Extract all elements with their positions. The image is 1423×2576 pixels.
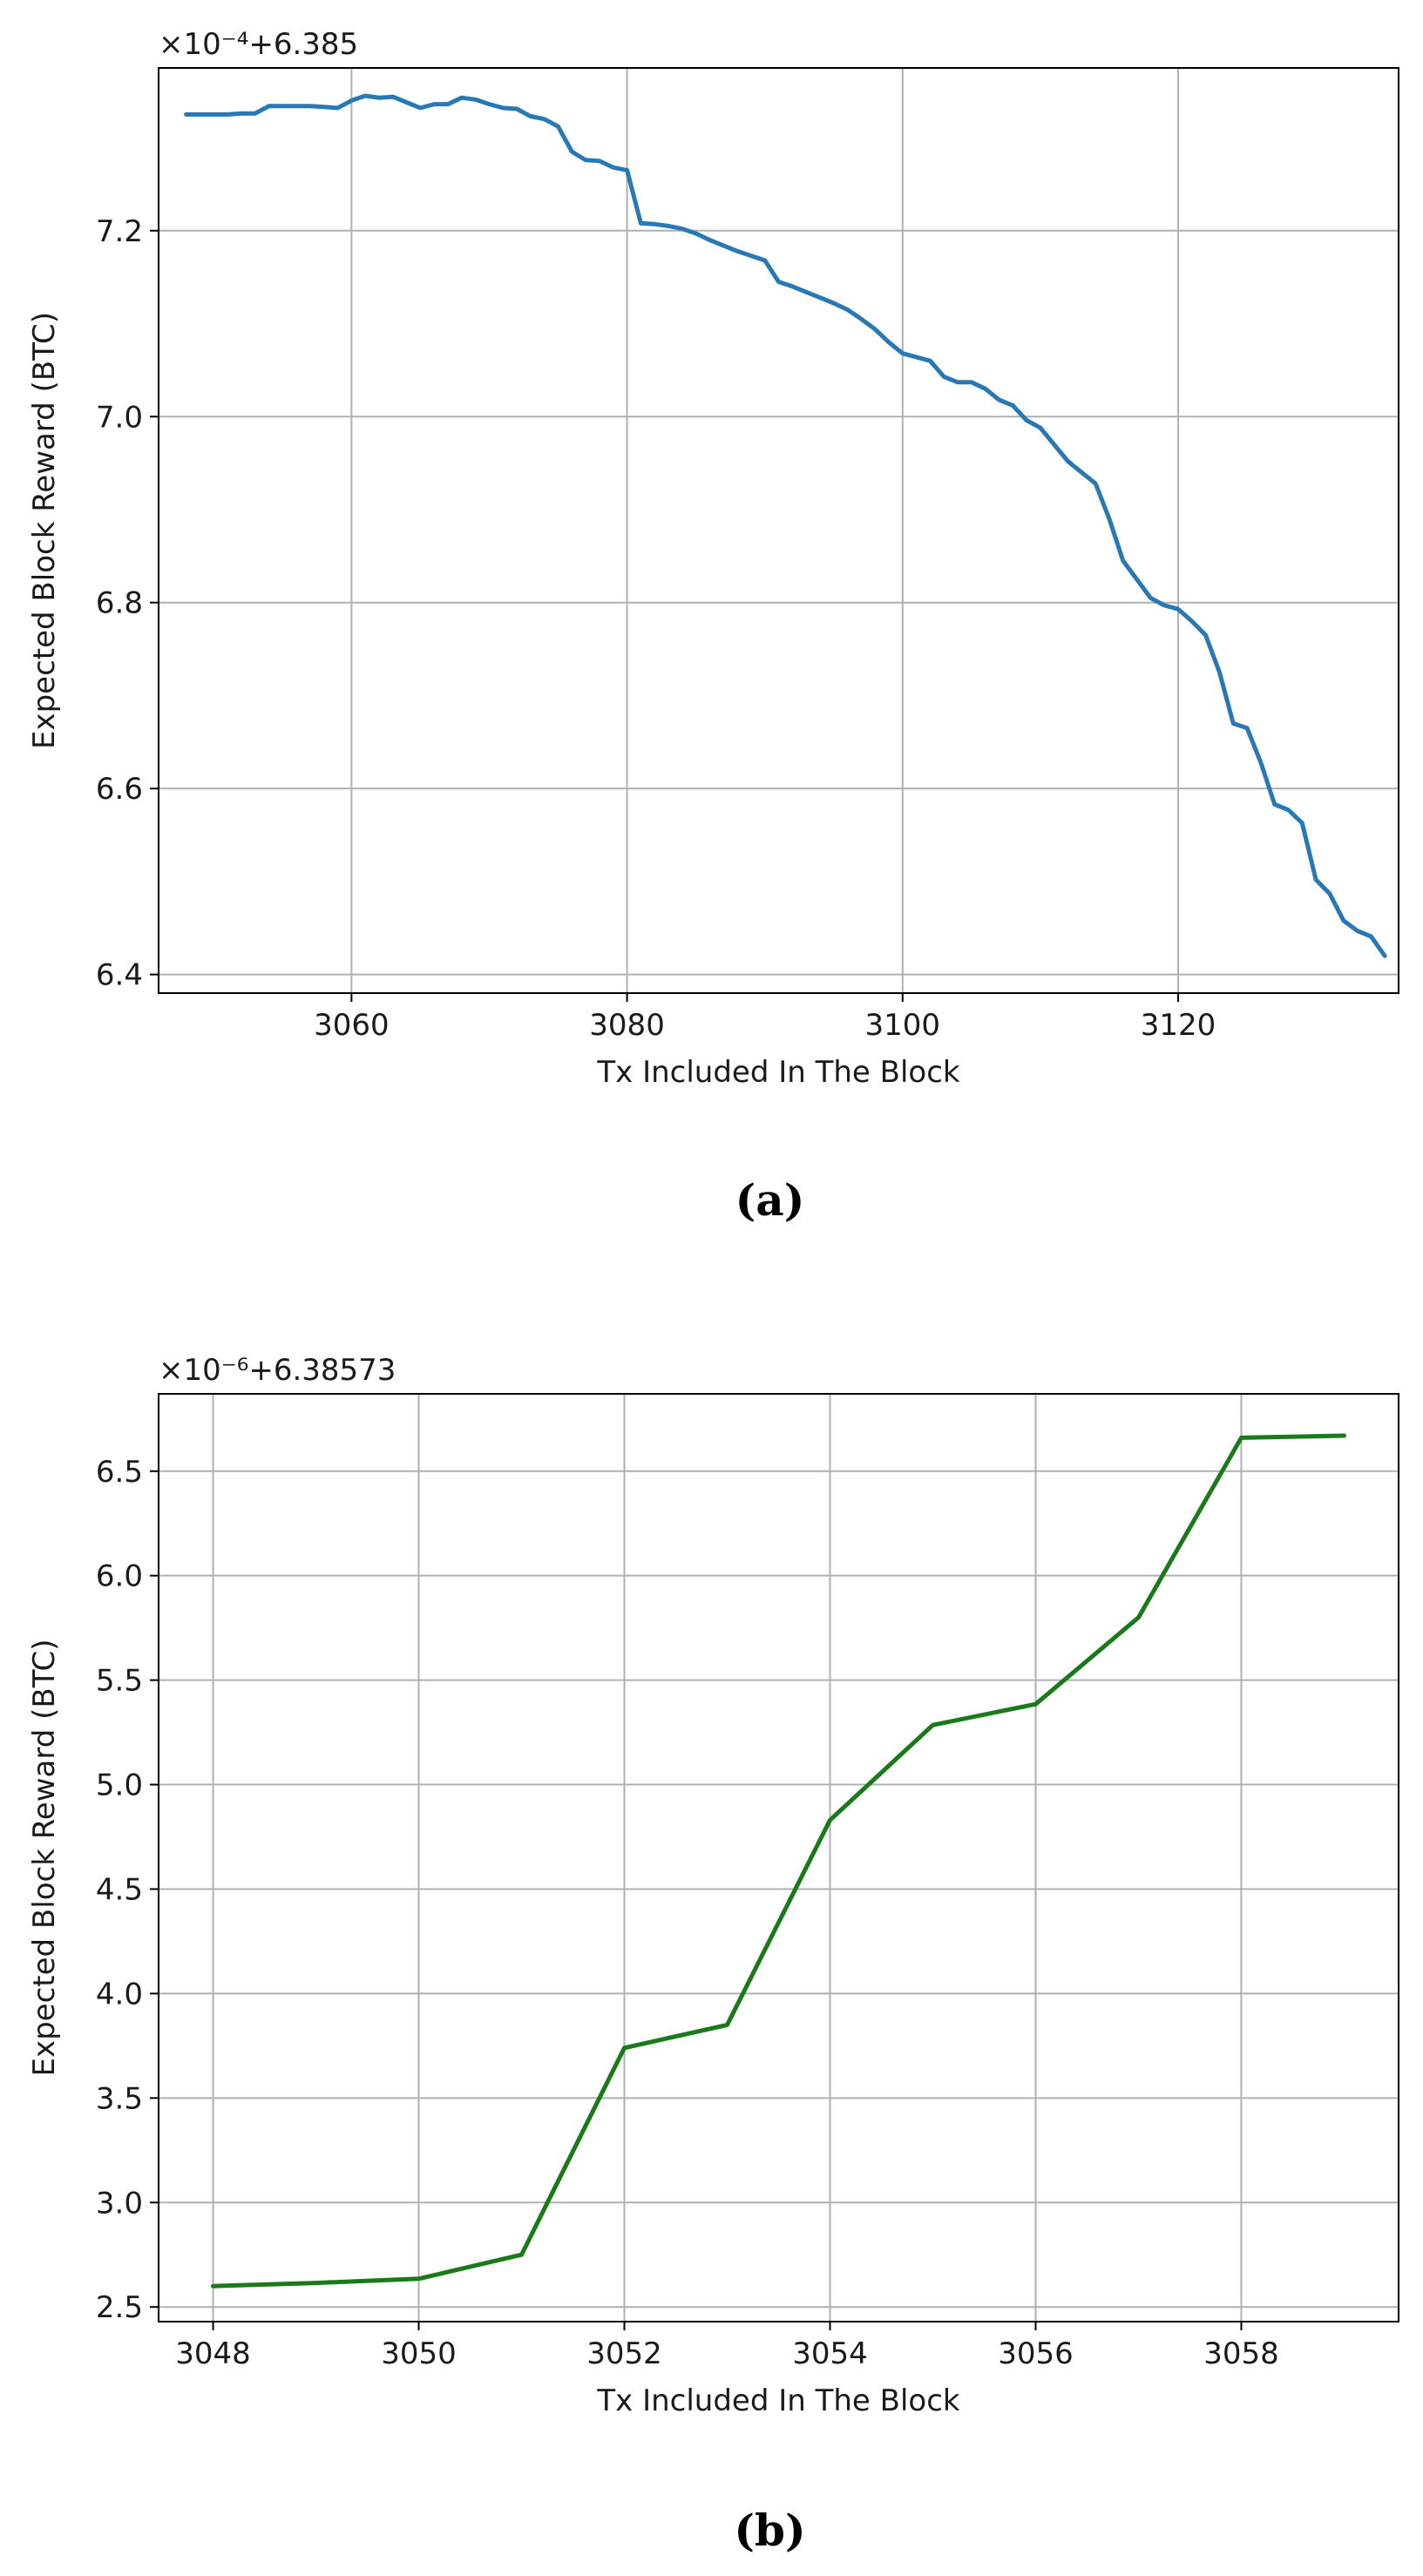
axes-frame-b bbox=[158, 1393, 1399, 2322]
series-line-a bbox=[184, 93, 1387, 958]
series-polyline-b bbox=[211, 1433, 1346, 2289]
gridlines-a bbox=[159, 68, 1399, 993]
y-tick-label-b: 5.0 bbox=[96, 1768, 143, 1803]
y-tick-label-b: 6.5 bbox=[96, 1455, 143, 1490]
gridlines-b bbox=[159, 1394, 1399, 2322]
axes-frame-a bbox=[158, 67, 1399, 994]
x-tick-label-b: 3054 bbox=[792, 2336, 868, 2371]
caption-b: (b) bbox=[734, 2505, 805, 2556]
x-tick-label-a: 3060 bbox=[314, 1008, 390, 1043]
chart-panel-b: 3048 3050 3052 3054 3056 3058 2.5 3.0 3.5 4.0 4.5 5… bbox=[27, 1353, 1399, 2556]
x-tick-label-b: 3052 bbox=[586, 2336, 662, 2371]
x-tick-label-b: 3048 bbox=[175, 2336, 251, 2371]
y-tick-label-b: 2.5 bbox=[96, 2290, 143, 2325]
x-axis-label-a: Tx Included In The Block bbox=[596, 1055, 960, 1090]
y-tick-label-a: 6.4 bbox=[96, 958, 143, 993]
y-tick-label-a: 7.2 bbox=[96, 214, 143, 249]
x-tick-label-b: 3058 bbox=[1203, 2336, 1279, 2371]
series-polyline-a bbox=[184, 93, 1387, 958]
y-tick-label-b: 3.0 bbox=[96, 2186, 143, 2221]
y-offset-label-a: ×10⁻⁴+6.385 bbox=[159, 27, 358, 62]
x-tick-label-b: 3056 bbox=[998, 2336, 1074, 2371]
y-tick-label-b: 5.5 bbox=[96, 1664, 143, 1699]
y-tick-label-b: 3.5 bbox=[96, 2081, 143, 2116]
y-tick-label-a: 6.8 bbox=[96, 586, 143, 621]
y-tick-label-b: 4.0 bbox=[96, 1977, 143, 2011]
y-tick-label-b: 6.0 bbox=[96, 1559, 143, 1594]
y-tick-label-a: 7.0 bbox=[96, 400, 143, 435]
x-tick-label-b: 3050 bbox=[381, 2336, 457, 2371]
y-tick-label-b: 4.5 bbox=[96, 1872, 143, 1907]
y-axis-label-b: Expected Block Reward (BTC) bbox=[27, 1640, 62, 2077]
x-tick-label-a: 3080 bbox=[589, 1008, 665, 1043]
x-tick-label-a: 3100 bbox=[865, 1008, 941, 1043]
y-offset-label-b: ×10⁻⁶+6.38573 bbox=[159, 1353, 396, 1388]
caption-a: (a) bbox=[735, 1174, 805, 1226]
x-tick-label-a: 3120 bbox=[1141, 1008, 1216, 1043]
ticks-b: 3048 3050 3052 3054 3056 3058 2.5 3.0 3.5 4.0 4.5 5… bbox=[96, 1455, 1279, 2371]
ticks-a: 3060 3080 3100 3120 6.4 6.6 6.8 7.0 7.2 bbox=[96, 214, 1216, 1043]
series-line-b bbox=[211, 1433, 1346, 2289]
y-tick-label-a: 6.6 bbox=[96, 772, 143, 807]
chart-panel-a: 3060 3080 3100 3120 6.4 6.6 6.8 7.0 7.2 ×10⁻⁴+6.… bbox=[27, 27, 1399, 1226]
y-axis-label-a: Expected Block Reward (BTC) bbox=[27, 312, 62, 749]
x-axis-label-b: Tx Included In The Block bbox=[596, 2383, 960, 2418]
